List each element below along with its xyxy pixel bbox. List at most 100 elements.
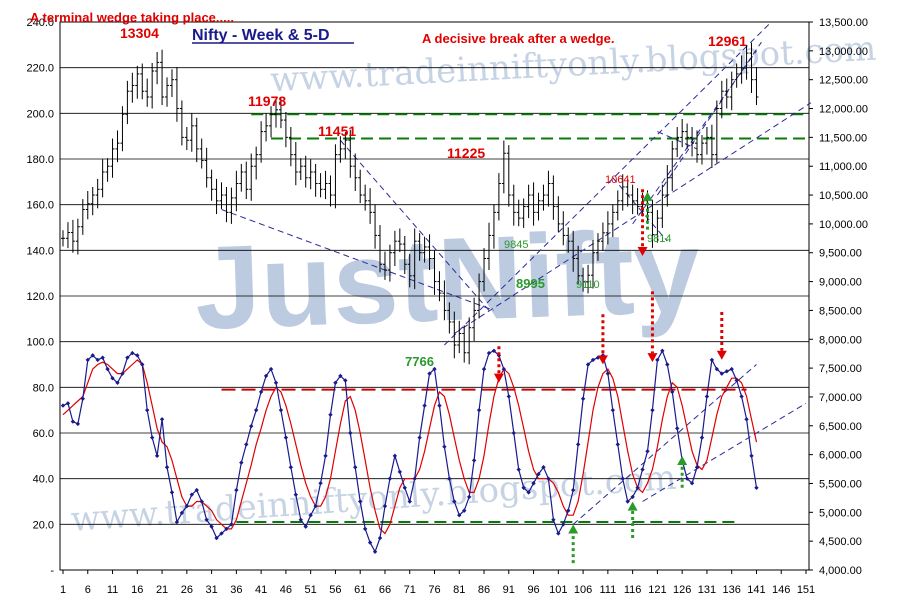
right-tick-label: 6,000.00: [819, 450, 862, 462]
oscillator-point: [665, 362, 670, 367]
right-tick-label: 10,000.00: [819, 219, 868, 231]
left-tick-label: 20.0: [33, 519, 54, 531]
label-9814: 9814: [647, 233, 671, 245]
oscillator-point: [372, 549, 378, 554]
right-tick-label: 11,500.00: [819, 132, 867, 144]
x-tick-label: 66: [379, 584, 391, 596]
oscillator-point: [343, 378, 348, 383]
arrow-head-1: [597, 355, 608, 365]
x-tick-label: 126: [673, 584, 691, 596]
oscillator-point: [358, 499, 363, 504]
oscillator-point: [333, 380, 338, 385]
x-tick-label: 6: [85, 584, 91, 596]
right-tick-label: 5,500.00: [819, 478, 862, 490]
left-tick-label: -: [50, 565, 54, 577]
oscillator-point: [85, 357, 90, 363]
oscillator-point: [466, 494, 472, 500]
x-tick-label: 61: [354, 584, 366, 596]
oscillator-point: [204, 517, 209, 522]
oscillator-point: [675, 426, 680, 431]
oscillator-point: [258, 389, 264, 395]
oscillator-point: [427, 371, 432, 376]
oscillator-point: [719, 371, 724, 376]
oscillator-point: [476, 407, 482, 413]
oscillator-point: [377, 535, 383, 541]
oscillator-point: [75, 421, 81, 427]
left-tick-label: 160.0: [26, 200, 54, 212]
x-tick-label: 76: [428, 584, 440, 596]
x-tick-label: 111: [599, 584, 616, 596]
oscillator-point: [566, 508, 571, 513]
oscillator-point: [561, 522, 566, 527]
oscillator-point: [318, 481, 323, 486]
x-tick-label: 136: [723, 584, 741, 596]
oscillator-point: [348, 430, 353, 436]
oscillator-point: [154, 453, 160, 459]
oscillator-point: [481, 366, 487, 372]
oscillator-point: [531, 481, 536, 486]
price-bars: [61, 42, 759, 365]
arrow-head-3: [716, 350, 727, 360]
x-tick-label: 16: [131, 584, 143, 596]
oscillator-point: [367, 540, 373, 545]
oscillator-point: [432, 366, 437, 372]
oscillator-point: [199, 499, 204, 504]
oscillator-point: [699, 435, 705, 440]
oscillator-point: [283, 435, 289, 440]
oscillator-point: [417, 435, 422, 440]
oscillator-point: [437, 403, 442, 408]
right-tick-label: 6,500.00: [819, 421, 862, 433]
x-tick-label: 56: [329, 584, 341, 596]
x-tick-label: 26: [181, 584, 193, 596]
oscillator-point: [635, 485, 640, 490]
x-tick-label: 106: [574, 584, 592, 596]
oscillator-point: [149, 435, 155, 440]
left-tick-label: 40.0: [33, 474, 54, 486]
oscillator-point: [412, 476, 417, 481]
oscillator-point: [734, 378, 739, 383]
oscillator-point: [397, 469, 403, 475]
x-tick-label: 116: [624, 584, 642, 596]
left-tick-label: 120.0: [26, 291, 54, 303]
x-tick-label: 86: [478, 584, 490, 596]
oscillator-point: [115, 380, 120, 385]
label-11225: 11225: [447, 145, 485, 161]
oscillator-point: [585, 362, 591, 367]
oscillator-point: [556, 531, 561, 536]
label-12961: 12961: [708, 33, 747, 49]
oscillator-point: [689, 481, 695, 486]
oscillator-point: [313, 503, 318, 509]
oscillator-point: [90, 353, 95, 358]
right-tick-label: 8,000.00: [819, 334, 862, 346]
x-tick-label: 1: [60, 584, 66, 596]
oscillator-point: [511, 430, 516, 436]
oscillator-point: [670, 389, 675, 395]
oscillator-point: [80, 396, 86, 401]
oscillator-point: [590, 357, 596, 363]
left-tick-label: 100.0: [26, 337, 54, 349]
oscillator-point: [392, 453, 398, 459]
trend-line-6: [656, 41, 762, 196]
oscillator-point: [135, 353, 140, 358]
x-tick-label: 96: [527, 584, 539, 596]
right-tick-label: 4,000.00: [819, 565, 862, 577]
arrow-head-5: [568, 524, 579, 534]
x-tick-label: 31: [205, 584, 217, 596]
oscillator-point: [516, 467, 521, 472]
oscillator-point: [491, 348, 497, 353]
x-tick-label: 11: [107, 584, 118, 596]
x-tick-label: 71: [404, 584, 416, 596]
oscillator-point: [224, 526, 229, 532]
oscillator-point: [362, 526, 368, 532]
oscillator-point: [194, 487, 199, 493]
oscillator-point: [551, 517, 556, 522]
oscillator-point: [174, 519, 180, 525]
oscillator-point: [655, 357, 660, 363]
oscillator-point: [570, 487, 576, 493]
oscillator-point: [164, 465, 170, 470]
oscillator-point: [70, 419, 76, 424]
signal-arrows: [493, 189, 727, 564]
x-tick-label: 51: [305, 584, 317, 596]
label-11978: 11978: [248, 93, 286, 109]
trend-line-9: [642, 402, 807, 502]
